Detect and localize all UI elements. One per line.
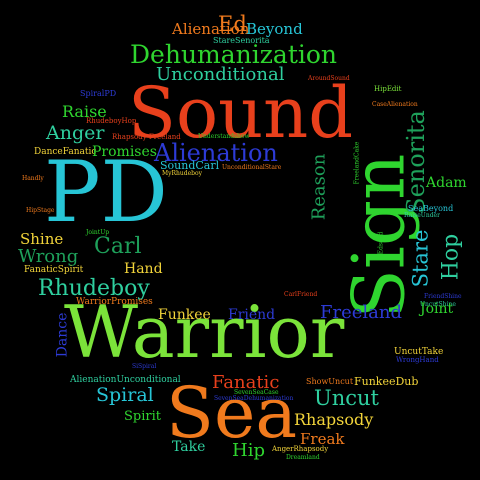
word-dreamland: Dreamland — [286, 454, 320, 461]
word-sispiral: SiSpiral — [132, 363, 157, 370]
word-sound: Sound — [128, 72, 354, 154]
word-sea: Sea — [166, 372, 298, 454]
word-casealienation: CaseAlienation — [372, 101, 418, 108]
word-carl: Carl — [94, 234, 142, 259]
word-carlfriend: CarlFriend — [284, 291, 318, 298]
word-friend: Friend — [228, 307, 276, 323]
word-uncutshine: UncutShine — [420, 301, 456, 308]
word-wrong: Wrong — [18, 246, 79, 267]
word-adam: Stare — [408, 229, 433, 288]
word-staresenorita: StareSenorita — [213, 36, 270, 45]
word-senorita: Reason — [308, 153, 330, 221]
word-handly: Handly — [22, 175, 44, 182]
word-aroundsound: AroundSound — [308, 75, 350, 82]
word-shinewarrior: JointUp — [86, 229, 110, 236]
word-showuncut: ShowUncut — [306, 377, 354, 386]
word-funkeedub: FunkeeDub — [354, 375, 419, 388]
word-uncut: Uncut — [314, 386, 379, 410]
word-rhudeboy: Rhudeboy — [38, 276, 150, 301]
word-myrhudeboy: MyRhudeboy — [162, 170, 203, 177]
word-spiral: Spiral — [96, 384, 154, 406]
word-freeland: Freeland — [320, 302, 403, 323]
word-freelandcake: FreelandCake — [353, 141, 361, 185]
word-stare: Hop — [438, 233, 464, 281]
word-shine: Shine — [20, 230, 64, 248]
word-ed: Ed — [218, 12, 247, 36]
word-raise: Raise — [62, 102, 107, 121]
word-fanaticspirit: FanaticSpirit — [24, 265, 84, 275]
word-uncondstare: UnconditionalStare — [222, 164, 282, 171]
word-friendshine: FriendShine — [424, 293, 462, 300]
word-take: Take — [172, 439, 206, 455]
word-soundcarl: SoundCarl — [160, 159, 220, 172]
word-joint: Joint — [420, 301, 454, 317]
word-hip: Hip — [232, 440, 265, 461]
word-alienationunconditional: AlienationUnconditional — [70, 375, 181, 385]
word-unconditional: Unconditional — [156, 64, 285, 85]
word-hipstage: HipStage — [26, 207, 55, 214]
word-dance: Dance — [54, 312, 71, 358]
word-warrior: Warrior — [64, 290, 345, 374]
word-dancefanatic: DanceFanatic — [34, 147, 97, 157]
word-rhudeboyhop: RhudeboyHop — [86, 117, 137, 125]
word-angerrhapsody: AngerRhapsody — [272, 445, 329, 453]
word-warriorpromises: WarriorPromises — [76, 297, 153, 307]
word-fanatic: Fanatic — [212, 372, 280, 393]
word-hand: Hand — [124, 261, 163, 277]
word-spiralpd: SpiralPD — [80, 89, 117, 98]
word-anger: Anger — [46, 122, 105, 144]
word-seabeyond: SeaBeyond — [408, 204, 454, 213]
word-spirit: Spirit — [124, 409, 161, 424]
word-rhapsody: Rhapsody — [294, 410, 374, 429]
word-beyond: Beyond — [246, 20, 303, 38]
word-reason: Senorita — [401, 110, 430, 214]
word-raiseunder: RaiseUnder — [404, 212, 440, 219]
word-case: Alienation — [172, 20, 250, 38]
word-promises: Promises — [92, 144, 157, 160]
word-funkee: Funkee — [158, 307, 211, 323]
word-understandshow: Understandshow — [198, 133, 250, 140]
word-hipedit: HipEdit — [374, 85, 402, 93]
word-jointup: Edsand — [377, 231, 385, 255]
word-dehumanization: Dehumanization — [130, 40, 338, 69]
word-rhapsodyfreeland: Rhapsody Freeland — [112, 133, 181, 141]
word-sevenseadehum: SevenSeaDehumanization — [214, 395, 294, 402]
word-hop: Adam — [426, 175, 467, 191]
word-alienation-visible-blue-shown: Alienation — [154, 139, 278, 167]
word-freak: Freak — [300, 430, 345, 448]
word-uncuttake: UncutTake — [394, 347, 444, 357]
word-sevenseacase: SevenSeaCase — [234, 389, 279, 396]
word-wronghand: WrongHand — [396, 356, 439, 364]
word-pd: PD — [44, 143, 168, 241]
